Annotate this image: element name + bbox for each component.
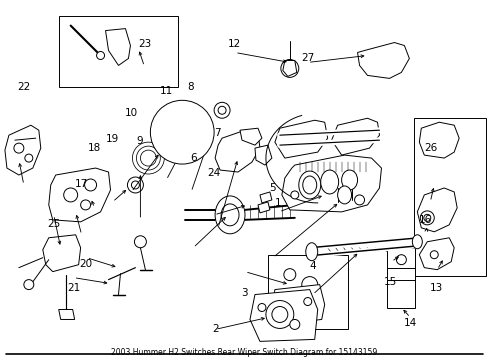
Polygon shape bbox=[260, 192, 271, 203]
Polygon shape bbox=[258, 202, 269, 213]
Text: 13: 13 bbox=[429, 283, 443, 293]
Circle shape bbox=[280, 59, 298, 77]
Polygon shape bbox=[254, 145, 271, 165]
Polygon shape bbox=[357, 42, 408, 78]
Ellipse shape bbox=[221, 204, 239, 226]
Polygon shape bbox=[49, 168, 110, 222]
Circle shape bbox=[96, 51, 104, 59]
Circle shape bbox=[423, 214, 430, 221]
Text: 25: 25 bbox=[47, 219, 60, 229]
Text: 12: 12 bbox=[228, 39, 241, 49]
Circle shape bbox=[287, 293, 301, 306]
Circle shape bbox=[195, 113, 209, 127]
Circle shape bbox=[303, 298, 311, 306]
Text: 5: 5 bbox=[269, 183, 276, 193]
Text: 20: 20 bbox=[80, 259, 93, 269]
Bar bbox=[267, 255, 347, 329]
Circle shape bbox=[289, 319, 299, 329]
Polygon shape bbox=[240, 128, 262, 145]
Polygon shape bbox=[416, 188, 456, 232]
Polygon shape bbox=[249, 289, 317, 341]
Text: 22: 22 bbox=[18, 82, 31, 92]
Circle shape bbox=[131, 181, 139, 189]
Polygon shape bbox=[274, 120, 327, 158]
Polygon shape bbox=[215, 130, 260, 172]
Circle shape bbox=[84, 179, 96, 191]
Text: 17: 17 bbox=[75, 179, 88, 189]
Text: 11: 11 bbox=[160, 86, 173, 96]
Circle shape bbox=[420, 211, 433, 225]
Circle shape bbox=[136, 146, 160, 170]
Circle shape bbox=[63, 188, 78, 202]
Text: 4: 4 bbox=[309, 261, 315, 271]
Circle shape bbox=[198, 117, 205, 124]
Bar bbox=[413, 118, 485, 276]
Circle shape bbox=[132, 142, 164, 174]
Polygon shape bbox=[282, 60, 296, 76]
Circle shape bbox=[24, 280, 34, 289]
Ellipse shape bbox=[337, 186, 351, 204]
Circle shape bbox=[290, 191, 298, 199]
Text: 9: 9 bbox=[136, 136, 143, 145]
Bar bbox=[59, 15, 178, 87]
Polygon shape bbox=[331, 118, 379, 155]
Text: 26: 26 bbox=[423, 143, 436, 153]
Polygon shape bbox=[42, 235, 81, 272]
Circle shape bbox=[283, 269, 295, 280]
Circle shape bbox=[156, 106, 208, 158]
Text: 3: 3 bbox=[241, 288, 247, 298]
Text: 14: 14 bbox=[403, 319, 416, 328]
Ellipse shape bbox=[411, 235, 422, 249]
Circle shape bbox=[173, 123, 191, 141]
Text: 19: 19 bbox=[105, 134, 119, 144]
Text: 24: 24 bbox=[207, 168, 221, 178]
Circle shape bbox=[162, 112, 202, 152]
Circle shape bbox=[429, 251, 437, 259]
Polygon shape bbox=[59, 310, 75, 319]
Ellipse shape bbox=[320, 170, 338, 194]
Text: 27: 27 bbox=[301, 53, 314, 63]
Ellipse shape bbox=[302, 176, 316, 194]
Text: 23: 23 bbox=[138, 39, 151, 49]
Text: 7: 7 bbox=[214, 129, 221, 138]
Text: 15: 15 bbox=[383, 277, 396, 287]
Ellipse shape bbox=[298, 171, 320, 199]
Circle shape bbox=[354, 195, 364, 205]
Circle shape bbox=[25, 154, 33, 162]
Polygon shape bbox=[419, 122, 458, 158]
Circle shape bbox=[265, 301, 293, 328]
Text: 16: 16 bbox=[418, 215, 431, 225]
Bar bbox=[386, 248, 414, 307]
Circle shape bbox=[134, 236, 146, 248]
Text: 21: 21 bbox=[67, 283, 81, 293]
Circle shape bbox=[301, 276, 317, 293]
Text: 10: 10 bbox=[124, 108, 138, 118]
Polygon shape bbox=[105, 28, 130, 66]
Circle shape bbox=[218, 106, 225, 114]
Circle shape bbox=[140, 150, 156, 166]
Text: 2003 Hummer H2 Switches Rear Wiper Switch Diagram for 15143159: 2003 Hummer H2 Switches Rear Wiper Switc… bbox=[111, 348, 377, 357]
Circle shape bbox=[271, 306, 287, 323]
Circle shape bbox=[127, 177, 143, 193]
Circle shape bbox=[396, 255, 406, 265]
Ellipse shape bbox=[305, 243, 317, 261]
Polygon shape bbox=[281, 155, 381, 212]
Polygon shape bbox=[271, 285, 324, 324]
Circle shape bbox=[258, 303, 265, 311]
Circle shape bbox=[214, 102, 229, 118]
Polygon shape bbox=[5, 125, 41, 175]
Text: 6: 6 bbox=[190, 153, 196, 163]
Text: 1: 1 bbox=[275, 198, 282, 208]
Circle shape bbox=[150, 100, 214, 164]
Circle shape bbox=[168, 118, 196, 146]
Polygon shape bbox=[419, 238, 453, 270]
Circle shape bbox=[14, 143, 24, 153]
Ellipse shape bbox=[341, 170, 357, 190]
Text: 18: 18 bbox=[88, 143, 101, 153]
Circle shape bbox=[81, 200, 90, 210]
Circle shape bbox=[285, 64, 293, 72]
Text: 2: 2 bbox=[211, 324, 218, 334]
Text: 8: 8 bbox=[187, 82, 194, 92]
Ellipse shape bbox=[215, 196, 244, 234]
